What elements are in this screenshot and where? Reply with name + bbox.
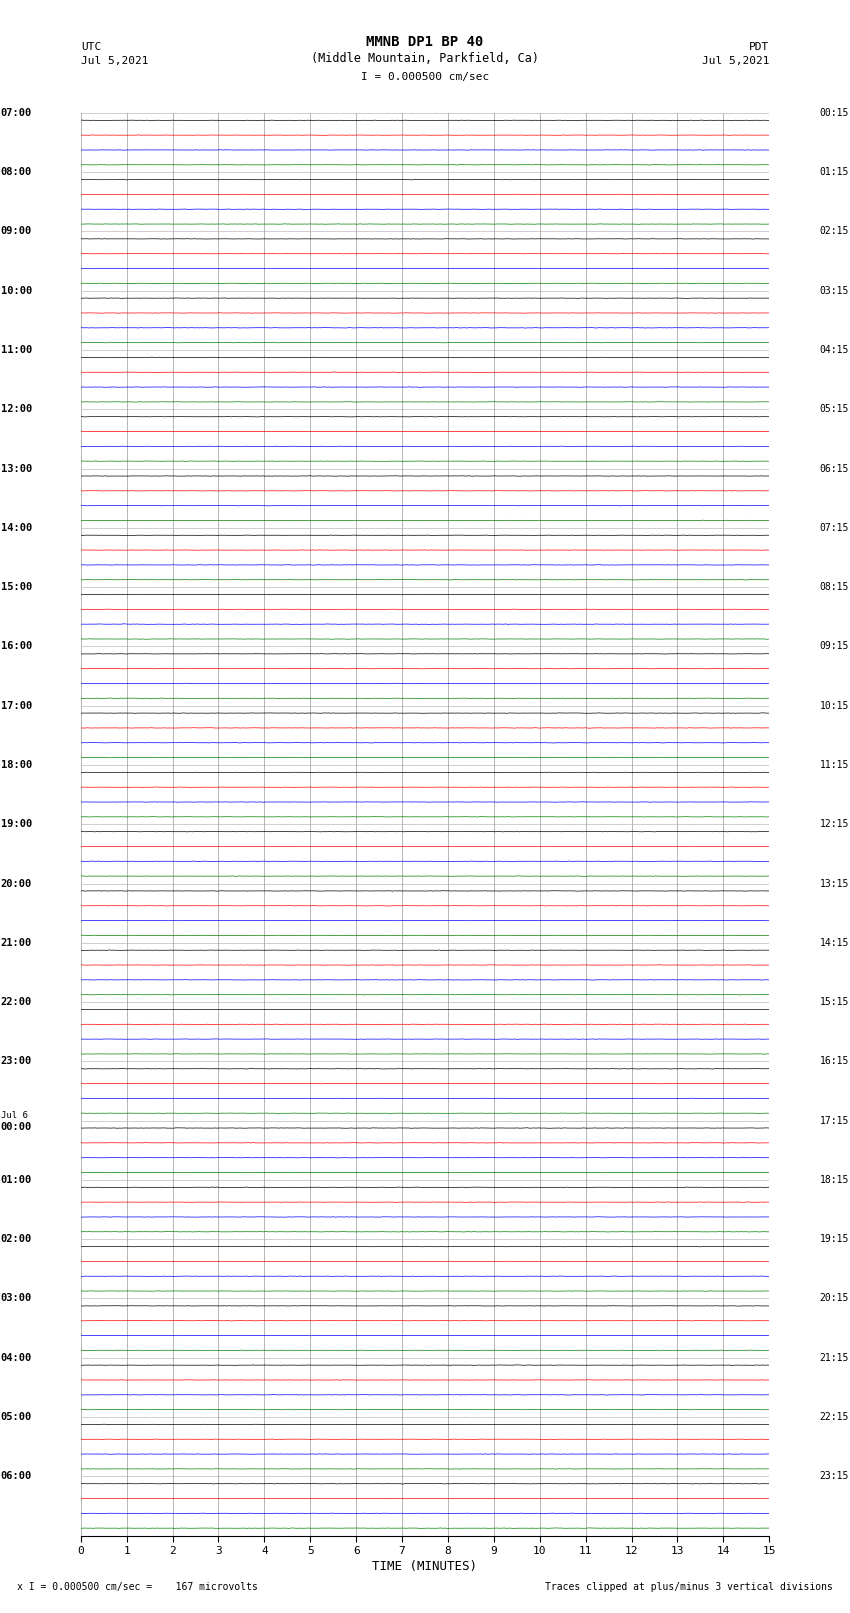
Text: 05:00: 05:00 — [1, 1411, 32, 1423]
Text: I = 0.000500 cm/sec: I = 0.000500 cm/sec — [361, 73, 489, 82]
Text: 14:15: 14:15 — [819, 937, 849, 948]
Text: 07:00: 07:00 — [1, 108, 32, 118]
Text: Jul 5,2021: Jul 5,2021 — [81, 56, 148, 66]
Text: 16:00: 16:00 — [1, 642, 32, 652]
Text: 09:00: 09:00 — [1, 226, 32, 237]
Text: 20:15: 20:15 — [819, 1294, 849, 1303]
Text: 04:15: 04:15 — [819, 345, 849, 355]
Text: 16:15: 16:15 — [819, 1057, 849, 1066]
Text: 05:15: 05:15 — [819, 405, 849, 415]
Text: 13:00: 13:00 — [1, 463, 32, 474]
Text: 07:15: 07:15 — [819, 523, 849, 532]
Text: 03:15: 03:15 — [819, 286, 849, 295]
Text: 12:15: 12:15 — [819, 819, 849, 829]
Text: 01:15: 01:15 — [819, 168, 849, 177]
Text: PDT: PDT — [749, 42, 769, 52]
Text: 15:15: 15:15 — [819, 997, 849, 1007]
Text: 10:15: 10:15 — [819, 700, 849, 711]
X-axis label: TIME (MINUTES): TIME (MINUTES) — [372, 1560, 478, 1573]
Text: 08:15: 08:15 — [819, 582, 849, 592]
Text: 11:00: 11:00 — [1, 345, 32, 355]
Text: 18:15: 18:15 — [819, 1174, 849, 1186]
Text: 19:15: 19:15 — [819, 1234, 849, 1244]
Text: 20:00: 20:00 — [1, 879, 32, 889]
Text: 13:15: 13:15 — [819, 879, 849, 889]
Text: 00:00: 00:00 — [1, 1123, 32, 1132]
Text: 22:15: 22:15 — [819, 1411, 849, 1423]
Text: 06:00: 06:00 — [1, 1471, 32, 1481]
Text: x I = 0.000500 cm/sec =    167 microvolts: x I = 0.000500 cm/sec = 167 microvolts — [17, 1582, 258, 1592]
Text: 23:00: 23:00 — [1, 1057, 32, 1066]
Text: 11:15: 11:15 — [819, 760, 849, 769]
Text: Jul 5,2021: Jul 5,2021 — [702, 56, 769, 66]
Text: 23:15: 23:15 — [819, 1471, 849, 1481]
Text: 06:15: 06:15 — [819, 463, 849, 474]
Text: 10:00: 10:00 — [1, 286, 32, 295]
Text: (Middle Mountain, Parkfield, Ca): (Middle Mountain, Parkfield, Ca) — [311, 52, 539, 65]
Text: 17:00: 17:00 — [1, 700, 32, 711]
Text: 21:00: 21:00 — [1, 937, 32, 948]
Text: 19:00: 19:00 — [1, 819, 32, 829]
Text: 09:15: 09:15 — [819, 642, 849, 652]
Text: 22:00: 22:00 — [1, 997, 32, 1007]
Text: 18:00: 18:00 — [1, 760, 32, 769]
Text: 12:00: 12:00 — [1, 405, 32, 415]
Text: Jul 6: Jul 6 — [1, 1111, 28, 1121]
Text: 17:15: 17:15 — [819, 1116, 849, 1126]
Text: UTC: UTC — [81, 42, 101, 52]
Text: 01:00: 01:00 — [1, 1174, 32, 1186]
Text: 04:00: 04:00 — [1, 1353, 32, 1363]
Text: 00:15: 00:15 — [819, 108, 849, 118]
Text: 02:00: 02:00 — [1, 1234, 32, 1244]
Text: MMNB DP1 BP 40: MMNB DP1 BP 40 — [366, 35, 484, 48]
Text: 15:00: 15:00 — [1, 582, 32, 592]
Text: 14:00: 14:00 — [1, 523, 32, 532]
Text: 21:15: 21:15 — [819, 1353, 849, 1363]
Text: 08:00: 08:00 — [1, 168, 32, 177]
Text: 03:00: 03:00 — [1, 1294, 32, 1303]
Text: 02:15: 02:15 — [819, 226, 849, 237]
Text: Traces clipped at plus/minus 3 vertical divisions: Traces clipped at plus/minus 3 vertical … — [545, 1582, 833, 1592]
